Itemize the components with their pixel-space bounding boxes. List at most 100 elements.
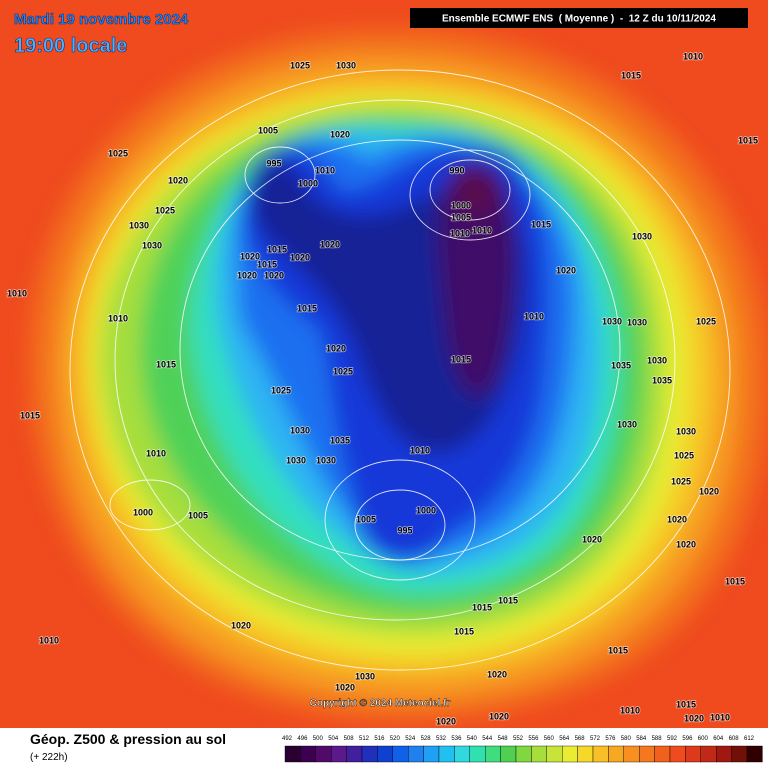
isobar-label: 1015 [20,410,40,420]
scale-swatch [300,745,316,763]
isobar-label: 1005 [188,510,208,520]
isobar-label: 1010 [146,448,166,458]
scale-swatch [500,745,517,763]
isobar-label: 1025 [674,450,694,460]
scale-swatch [546,745,563,763]
isobar-label: 1020 [556,265,576,275]
scale-label: 504 [328,736,339,742]
scale-label: 492 [282,736,293,742]
isobar-label: 1020 [699,486,719,496]
scale-label: 544 [482,736,493,742]
scale-label: 584 [636,736,647,742]
scale-label: 528 [421,736,432,742]
isobar-label: 1020 [290,252,310,262]
scale-label: 552 [513,736,524,742]
scale-label: 612 [744,736,755,742]
scale-swatch [592,745,609,763]
scale-swatch [562,745,578,763]
isobar-label: 1030 [316,455,336,465]
scale-swatch [746,745,763,763]
isobar-label: 1020 [326,343,346,353]
model-info: Ensemble ECMWF ENS ( Moyenne ) - 12 Z du… [442,14,716,25]
scale-swatch [669,745,686,763]
scale-label: 596 [682,736,693,742]
isobar-label: 995 [397,525,412,535]
isobar-label: 1020 [237,270,257,280]
scale-label: 512 [359,736,370,742]
scale-swatch [377,745,393,763]
isobar-label: 1015 [738,135,758,145]
scale-swatch [392,745,409,763]
scale-swatch [423,745,440,763]
scale-label: 496 [297,736,308,742]
isobar-label: 1015 [451,354,471,364]
isobar-label: 1020 [489,711,509,721]
isobar-label: 1015 [257,259,277,269]
isobar-label: 1025 [155,205,175,215]
isobar-label: 1010 [7,288,27,298]
isobar-label: 1020 [335,682,355,692]
isobar-label: 1000 [416,505,436,515]
scale-label: 608 [729,736,740,742]
isobar-label: 1015 [454,626,474,636]
isobar-label: 995 [266,158,281,168]
scale-swatch [716,745,732,763]
scale-label: 524 [405,736,416,742]
scale-label: 556 [528,736,539,742]
isobar-label: 1030 [336,60,356,70]
scale-swatch [608,745,625,763]
isobar-label: 1020 [436,716,456,726]
isobar-label: 1015 [297,303,317,313]
scale-swatch [577,745,594,763]
scale-label: 576 [605,736,616,742]
isobar-label: 1020 [676,539,696,549]
isobar-label: 1000 [133,507,153,517]
scale-swatch [284,745,301,763]
scale-swatch [731,745,748,763]
scale-label: 600 [698,736,709,742]
isobar-label: 1030 [286,455,306,465]
isobar-label: 1030 [647,355,667,365]
isobar-label: 1035 [330,435,350,445]
scale-label: 568 [575,736,586,742]
scale-swatch [685,745,702,763]
scale-swatch [408,745,424,763]
isobar-label: 1015 [725,576,745,586]
scale-swatch [454,745,470,763]
scale-label: 572 [590,736,601,742]
isobar-label: 1020 [320,239,340,249]
scale-swatch [639,745,655,763]
isobar-label: 1015 [267,244,287,254]
isobar-label: 1015 [531,219,551,229]
scale-swatch [438,745,455,763]
isobar-label: 1015 [156,359,176,369]
isobar-label: 1025 [696,316,716,326]
isobar-label: 1020 [667,514,687,524]
isobar-label: 1010 [450,228,470,238]
isobar-label: 1030 [617,419,637,429]
scale-label: 592 [667,736,678,742]
scale-label: 564 [559,736,570,742]
isobar-label: 1020 [231,620,251,630]
isobar-label: 1030 [632,231,652,241]
isobar-label: 1000 [451,200,471,210]
scale-label: 508 [344,736,355,742]
scale-swatch [654,745,671,763]
isobar-label: 1020 [264,270,284,280]
scale-swatch [700,745,717,763]
isobar-label: 1010 [39,635,59,645]
isobar-label: 1000 [298,178,318,188]
isobar-label: 1030 [290,425,310,435]
isobar-label: 1010 [472,225,492,235]
scale-swatch [515,745,532,763]
isobar-label: 1035 [652,375,672,385]
scale-label: 540 [467,736,478,742]
isobar-label: 1005 [258,125,278,135]
lead-time: (+ 222h) [30,752,68,763]
isobar-label: 1025 [333,366,353,376]
isobar-label: 1020 [330,129,350,139]
isobar-label: 1010 [410,445,430,455]
scale-label: 580 [621,736,632,742]
scale-label: 548 [498,736,509,742]
